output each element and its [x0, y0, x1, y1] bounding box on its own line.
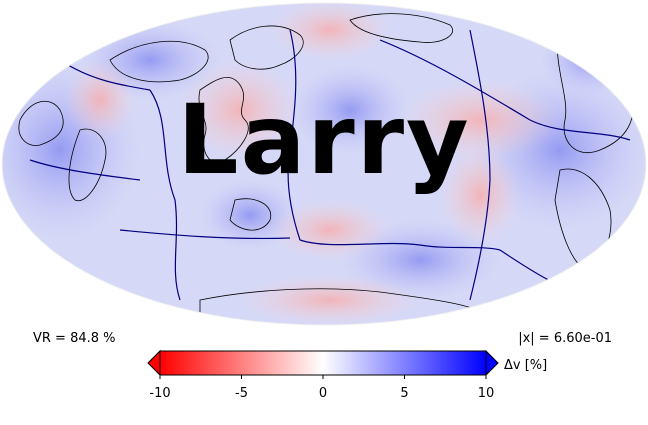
colorbar: -10 -5 0 5 10 Δv [%] — [147, 349, 547, 401]
colorbar-tick-label: 5 — [400, 386, 408, 401]
plate-boundaries — [29, 29, 631, 301]
colorbar-tick-label: 10 — [478, 386, 495, 401]
colorbar-low-arrow — [147, 349, 161, 377]
overlay-watermark-text: Larry — [177, 84, 471, 196]
norm-label: |x| = 6.60e-01 — [518, 331, 612, 346]
variance-reduction-label: VR = 84.8 % — [33, 331, 116, 346]
colorbar-gradient — [159, 350, 487, 376]
colorbar-tick-label: -10 — [149, 386, 170, 401]
colorbar-tick-label: 0 — [319, 386, 327, 401]
colorbar-tick-label: -5 — [235, 386, 248, 401]
colorbar-high-arrow — [485, 349, 499, 377]
colorbar-label: Δv [%] — [504, 358, 547, 373]
velocity-anomaly-map — [1, 2, 647, 326]
